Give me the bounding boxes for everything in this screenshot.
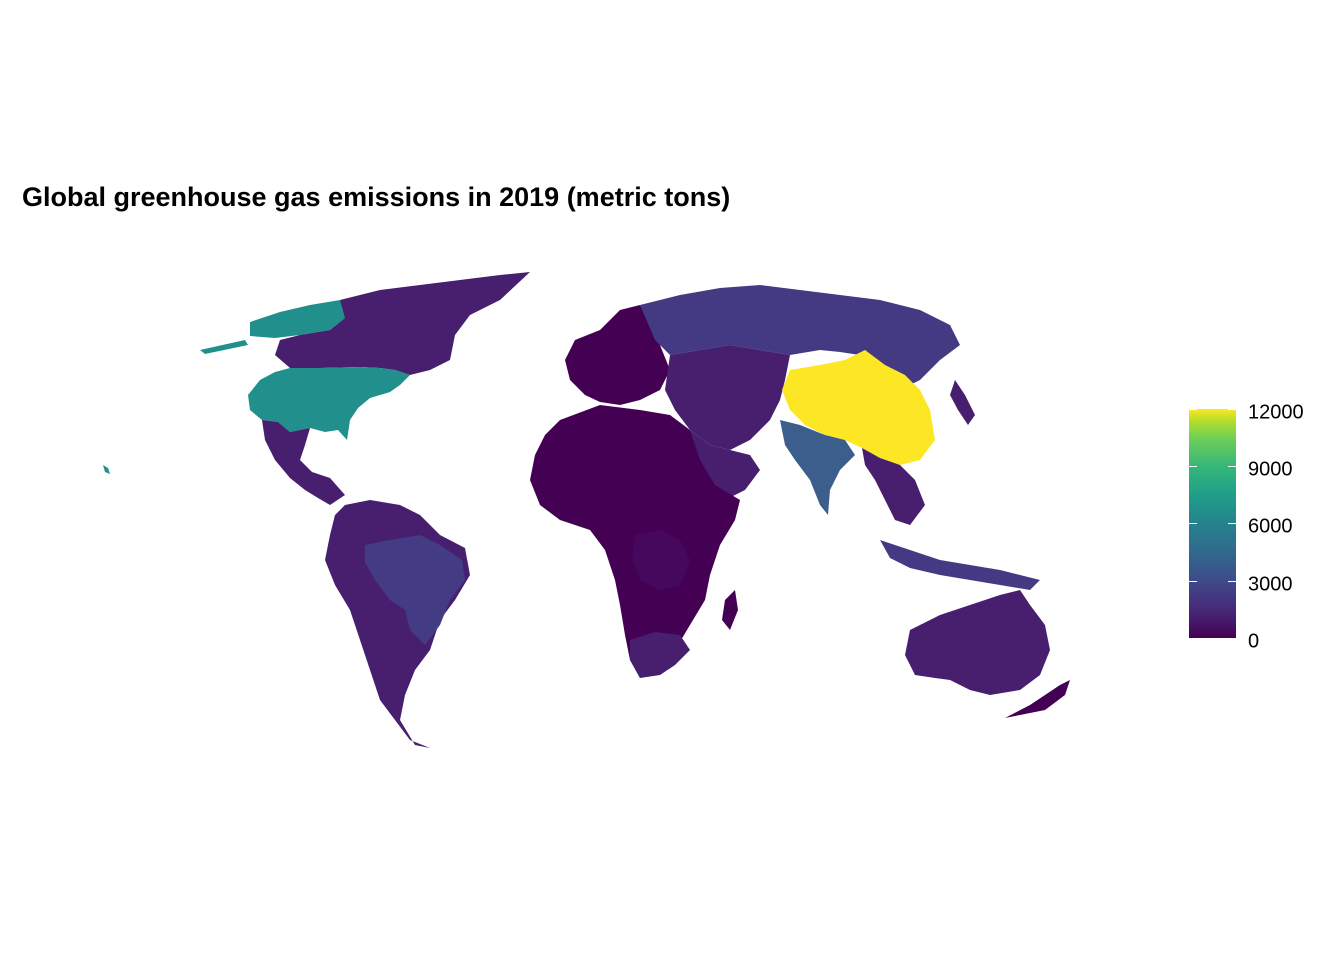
region-central-asia [665,345,790,450]
region-alaska [200,300,358,354]
legend-label-0: 0 [1248,630,1260,653]
region-brazil [365,535,465,645]
region-india [780,420,855,515]
legend-label-6000: 6000 [1248,515,1293,538]
legend-label-3000: 3000 [1248,573,1293,596]
legend-tick [1189,523,1197,524]
region-japan [950,380,975,425]
map-title: Global greenhouse gas emissions in 2019 … [22,182,731,212]
region-australia [905,590,1050,695]
legend-tick [1228,409,1236,410]
region-canada [275,272,530,375]
region-usa [248,367,410,440]
region-south-africa [630,632,690,678]
region-europe [565,305,670,405]
region-madagascar [722,590,738,630]
region-south-america [325,500,470,748]
region-hawaii [103,465,110,474]
region-mexico [262,420,345,505]
region-new-zealand [1005,680,1070,718]
legend-tick [1228,466,1236,467]
legend-label-12000: 12000 [1248,401,1304,424]
region-indonesia [880,540,1040,590]
legend-tick [1189,466,1197,467]
legend-tick [1228,581,1236,582]
region-central-africa [632,530,690,590]
region-china [782,350,935,465]
legend-label-9000: 9000 [1248,458,1293,481]
legend-tick [1189,581,1197,582]
region-southeast-asia [862,448,925,525]
legend-tick [1189,409,1197,410]
legend-tick [1228,523,1236,524]
